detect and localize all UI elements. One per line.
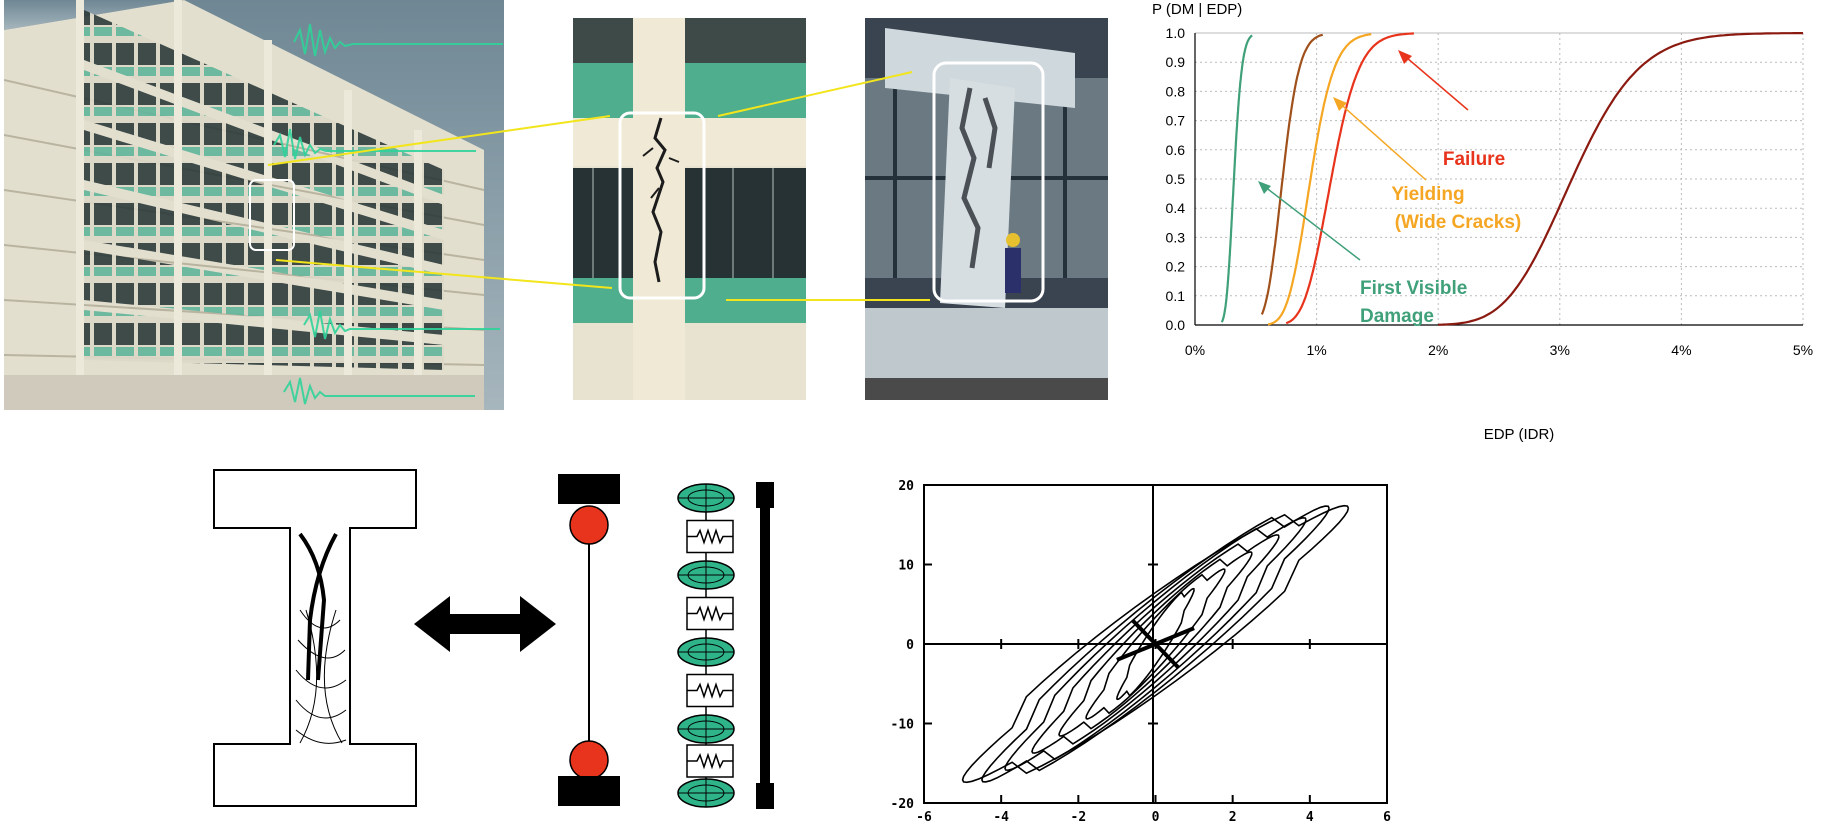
fragility-curve xyxy=(1438,32,1803,326)
x-tick-label: -4 xyxy=(993,810,1009,823)
yielding-label: Yielding xyxy=(1391,184,1464,205)
spring-icon xyxy=(686,589,734,638)
y-tick-label: 20 xyxy=(898,479,914,494)
x-tick-label: 0% xyxy=(1185,342,1205,358)
hysteresis-loop xyxy=(1031,534,1280,754)
hysteresis-chart: 20 10 0 -10 -20 -6 -4 -2 0 2 4 6 xyxy=(880,475,1400,825)
yielding-sub-label: (Wide Cracks) xyxy=(1395,212,1522,233)
lab-test-photo xyxy=(865,18,1108,400)
x-tick-label: -2 xyxy=(1071,810,1087,823)
y-tick-label: 0.8 xyxy=(1166,83,1186,99)
hysteresis-center xyxy=(1116,618,1195,670)
failure-annotation: Failure xyxy=(1398,50,1505,170)
building-photo xyxy=(3,0,504,410)
column-closeup-photo xyxy=(573,18,806,400)
y-tick-label: 0 xyxy=(906,638,914,653)
y-tick-label: 0.1 xyxy=(1166,288,1186,304)
fiber-section-icon xyxy=(677,560,735,590)
y-tick-label: 0.6 xyxy=(1166,142,1186,158)
fiber-section-icon xyxy=(677,714,735,744)
y-tick-label: 1.0 xyxy=(1166,25,1186,41)
hysteresis-loop xyxy=(981,505,1330,783)
x-tick-label: 2 xyxy=(1229,810,1237,823)
x-tick-label: 2% xyxy=(1428,342,1448,358)
x-tick-label: 6 xyxy=(1383,810,1391,823)
yielding-annotation: Yielding (Wide Cracks) xyxy=(1333,97,1521,233)
spring-icon xyxy=(686,512,734,561)
y-tick-label: -20 xyxy=(891,797,915,812)
spring-icon xyxy=(686,666,734,715)
fragility-chart: P (DM | EDP) EDP (IDR) 0.0 0.1 0.2 0.3 0.4 0.… xyxy=(1140,0,1834,450)
fiber-spring-element xyxy=(675,478,775,813)
fragility-curve xyxy=(1267,33,1372,326)
fragility-curve xyxy=(1260,33,1324,315)
y-tick-label: -10 xyxy=(891,718,915,733)
x-tick-label: 1% xyxy=(1306,342,1326,358)
y-tick-label: 0.5 xyxy=(1166,171,1186,187)
first-visible-label: First Visible xyxy=(1360,278,1467,299)
y-tick-label: 0.0 xyxy=(1166,317,1186,333)
fiber-section-icon xyxy=(677,483,735,513)
specimen-sketch xyxy=(210,460,430,810)
x-tick-label: 0 xyxy=(1152,810,1160,823)
first-visible-sub-label: Damage xyxy=(1360,306,1434,327)
fragility-curve xyxy=(1285,32,1414,325)
failure-label: Failure xyxy=(1443,149,1505,170)
x-tick-label: -6 xyxy=(916,810,932,823)
y-tick-label: 0.2 xyxy=(1166,259,1186,275)
x-tick-label: 4% xyxy=(1671,342,1691,358)
spring-icon xyxy=(686,743,734,779)
y-axis-title: P (DM | EDP) xyxy=(1152,1,1242,18)
y-tick-label: 0.7 xyxy=(1166,113,1186,129)
y-tick-label: 10 xyxy=(898,559,914,574)
x-tick-label: 4 xyxy=(1306,810,1314,823)
double-arrow-icon xyxy=(414,596,556,652)
first-visible-annotation: First Visible Damage xyxy=(1258,181,1467,327)
hysteresis-loop xyxy=(961,504,1350,784)
fiber-section-icon xyxy=(677,637,735,667)
fiber-section-icon xyxy=(677,778,735,808)
y-tick-label: 0.9 xyxy=(1166,54,1186,70)
plastic-hinge-element xyxy=(556,470,622,810)
x-tick-label: 3% xyxy=(1550,342,1570,358)
x-tick-label: 5% xyxy=(1793,342,1813,358)
y-tick-label: 0.3 xyxy=(1166,229,1186,245)
x-axis-title: EDP (IDR) xyxy=(1484,426,1555,443)
y-tick-label: 0.4 xyxy=(1166,200,1186,216)
fragility-curve xyxy=(1220,34,1253,323)
hysteresis-loop xyxy=(1058,551,1253,737)
